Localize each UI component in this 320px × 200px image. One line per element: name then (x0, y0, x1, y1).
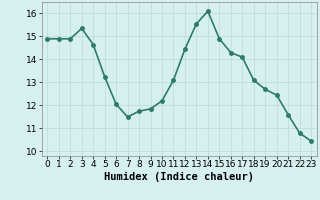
X-axis label: Humidex (Indice chaleur): Humidex (Indice chaleur) (104, 172, 254, 182)
